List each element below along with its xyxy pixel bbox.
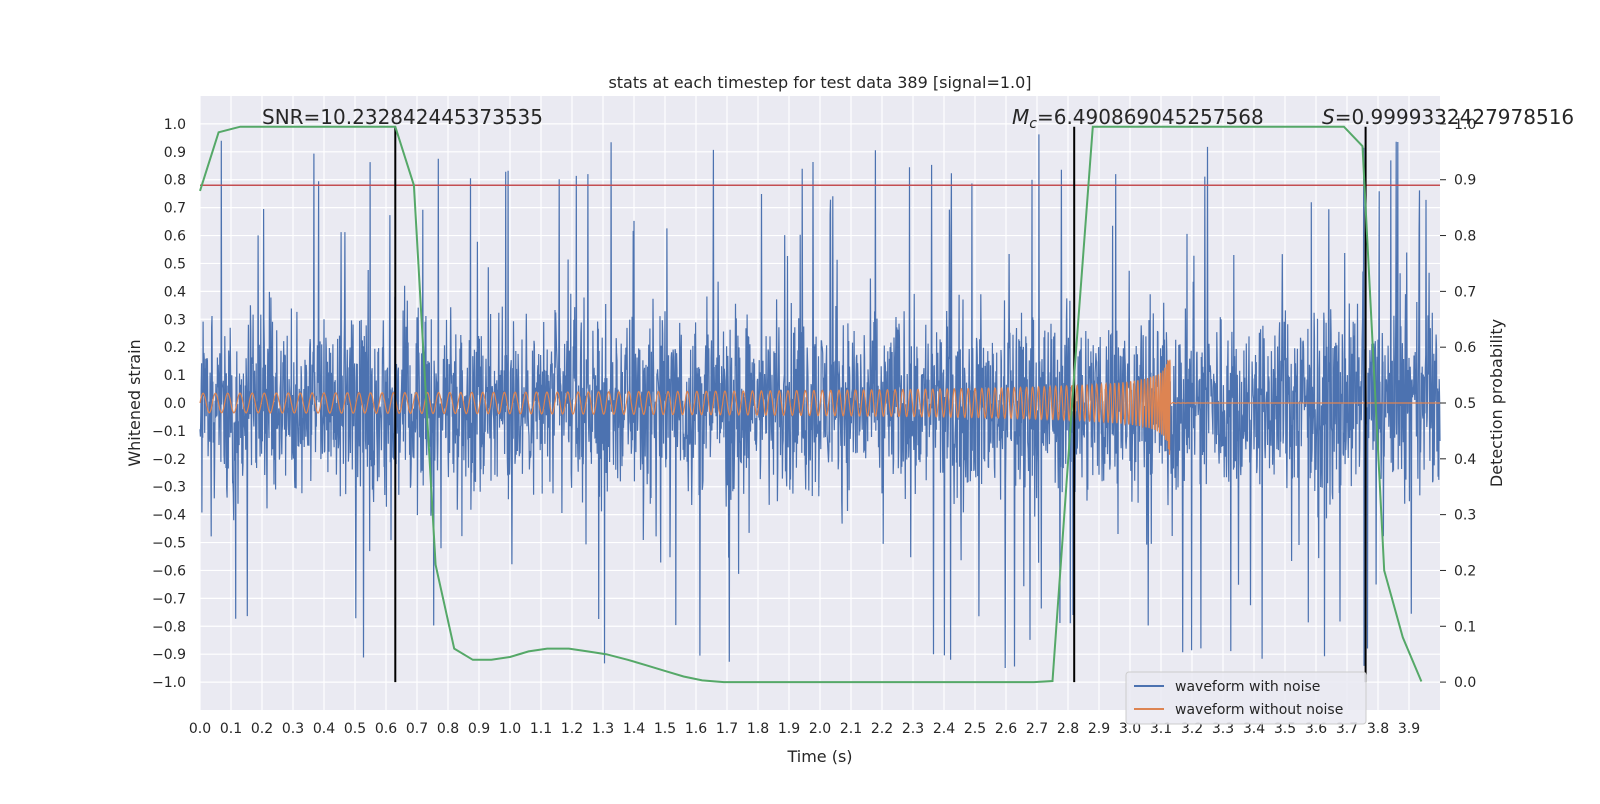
mc-symbol: M — [1012, 105, 1029, 129]
x-tick-label: 1.2 — [561, 721, 583, 737]
y-axis-label: Whitened strain — [125, 339, 144, 466]
x-tick-label: 0.5 — [344, 721, 366, 737]
y-right-tick-label: 0.2 — [1454, 563, 1476, 579]
y-right-tick-label: 0.3 — [1454, 508, 1476, 524]
snr-annotation: SNR=10.232842445373535 — [262, 105, 543, 129]
y-right-tick-label: 0.6 — [1454, 340, 1476, 356]
y-tick-label: 0.4 — [164, 284, 186, 300]
y-right-tick-label: 0.5 — [1454, 396, 1476, 412]
mc-subscript: c — [1029, 116, 1037, 132]
x-tick-label: 2.5 — [964, 721, 986, 737]
y-right-tick-label: 0.0 — [1454, 675, 1476, 691]
s-symbol: S — [1322, 105, 1335, 129]
y-tick-label: 0.5 — [164, 256, 186, 272]
x-tick-label: 2.9 — [1088, 721, 1110, 737]
legend-box — [1125, 671, 1367, 725]
x-tick-label: 1.6 — [685, 721, 707, 737]
x-tick-label: 1.4 — [623, 721, 645, 737]
x-tick-label: 0.2 — [251, 721, 273, 737]
x-tick-label: 0.0 — [189, 721, 211, 737]
x-tick-labels: 0.0 0.1 0.2 0.3 0.4 0.5 0.6 0.7 0.8 0.9 1.0 1.1 1.2 1… — [189, 721, 1420, 737]
y-tick-labels: 1.0 0.9 0.8 0.7 0.6 0.5 0.4 0.3 0.2 0.1 0.0 −0.1 −0.… — [152, 117, 186, 691]
x-tick-label: 1.8 — [747, 721, 769, 737]
x-tick-label: 0.7 — [406, 721, 428, 737]
mc-annotation: Mc=6.490869045257568 — [1012, 105, 1264, 132]
x-tick-label: 2.8 — [1057, 721, 1079, 737]
series-waveform-with-noise — [199, 134, 1441, 669]
y-tick-label: −0.5 — [152, 536, 186, 552]
x-tick-label: 2.7 — [1026, 721, 1048, 737]
y-tick-label: −0.6 — [152, 563, 186, 579]
detection-probability-line — [199, 125, 1423, 684]
x-tick-label: 3.8 — [1367, 721, 1389, 737]
x-tick-label: 1.7 — [716, 721, 738, 737]
x-tick-label: 2.6 — [995, 721, 1017, 737]
x-tick-label: 0.3 — [282, 721, 304, 737]
x-tick-label: 0.4 — [313, 721, 335, 737]
chart-title: stats at each timestep for test data 389… — [608, 73, 1031, 92]
legend-label-noise: waveform with noise — [1175, 679, 1320, 695]
y-tick-label: 0.9 — [164, 145, 186, 161]
legend-label-clean: waveform without noise — [1175, 702, 1343, 718]
y-right-axis-label: Detection probability — [1487, 319, 1506, 487]
x-tick-label: 2.1 — [840, 721, 862, 737]
y-tick-label: 0.3 — [164, 312, 186, 328]
x-tick-label: 3.5 — [1274, 721, 1296, 737]
x-tick-label: 3.2 — [1181, 721, 1203, 737]
y-tick-label: 0.2 — [164, 340, 186, 356]
x-tick-label: 3.6 — [1305, 721, 1327, 737]
y-tick-label: −0.1 — [152, 424, 186, 440]
s-value: =0.9999332427978516 — [1335, 105, 1574, 129]
y-tick-label: −0.8 — [152, 619, 186, 635]
x-tick-label: 3.1 — [1150, 721, 1172, 737]
x-tick-label: 1.9 — [778, 721, 800, 737]
y-tick-label: 0.0 — [164, 396, 186, 412]
y-tick-label: 0.8 — [164, 173, 186, 189]
y-right-tick-label: 0.4 — [1454, 452, 1476, 468]
y-tick-label: 0.6 — [164, 229, 186, 245]
y-tick-label: −0.2 — [152, 452, 186, 468]
y-tick-label: 1.0 — [164, 117, 186, 133]
y-right-tick-label: 0.8 — [1454, 229, 1476, 245]
x-tick-label: 3.0 — [1119, 721, 1141, 737]
x-tick-label: 0.9 — [468, 721, 490, 737]
x-tick-label: 1.5 — [654, 721, 676, 737]
y-tick-label: −1.0 — [152, 675, 186, 691]
legend: waveform with noise waveform without noi… — [1125, 671, 1367, 725]
y-right-tick-label: 0.7 — [1454, 284, 1476, 300]
x-tick-label: 3.9 — [1398, 721, 1420, 737]
y-right-tick-label: 0.1 — [1454, 619, 1476, 635]
mc-value: =6.490869045257568 — [1037, 105, 1264, 129]
x-tick-label: 0.6 — [375, 721, 397, 737]
x-tick-label: 3.7 — [1336, 721, 1358, 737]
y-tick-label: 0.7 — [164, 201, 186, 217]
y-right-tick-label: 0.9 — [1454, 173, 1476, 189]
x-tick-label: 0.1 — [220, 721, 242, 737]
x-tick-label: 3.4 — [1243, 721, 1265, 737]
y-right-tick-labels: 1.0 0.9 0.8 0.7 0.6 0.5 0.4 0.3 0.2 0.1 0.0 — [1440, 117, 1476, 691]
x-tick-label: 2.4 — [933, 721, 955, 737]
x-tick-label: 1.3 — [592, 721, 614, 737]
x-tick-label: 1.0 — [499, 721, 521, 737]
series-detection-probability — [199, 125, 1423, 684]
x-tick-label: 3.3 — [1212, 721, 1234, 737]
y-tick-label: 0.1 — [164, 368, 186, 384]
x-tick-label: 2.2 — [871, 721, 893, 737]
x-tick-label: 1.1 — [530, 721, 552, 737]
waveform-without-noise-line — [199, 359, 1440, 455]
waveform-with-noise-line — [199, 134, 1441, 669]
y-right-tick-label: 1.0 — [1454, 117, 1476, 133]
x-tick-label: 0.8 — [437, 721, 459, 737]
y-tick-label: −0.9 — [152, 647, 186, 663]
y-tick-label: −0.4 — [152, 508, 186, 524]
y-tick-label: −0.7 — [152, 591, 186, 607]
x-tick-label: 2.3 — [902, 721, 924, 737]
x-tick-label: 2.0 — [809, 721, 831, 737]
s-annotation: S=0.9999332427978516 — [1322, 105, 1574, 129]
x-axis-label: Time (s) — [786, 747, 852, 766]
series-waveform-without-noise — [199, 359, 1440, 455]
grid — [199, 96, 1440, 710]
y-tick-label: −0.3 — [152, 480, 186, 496]
